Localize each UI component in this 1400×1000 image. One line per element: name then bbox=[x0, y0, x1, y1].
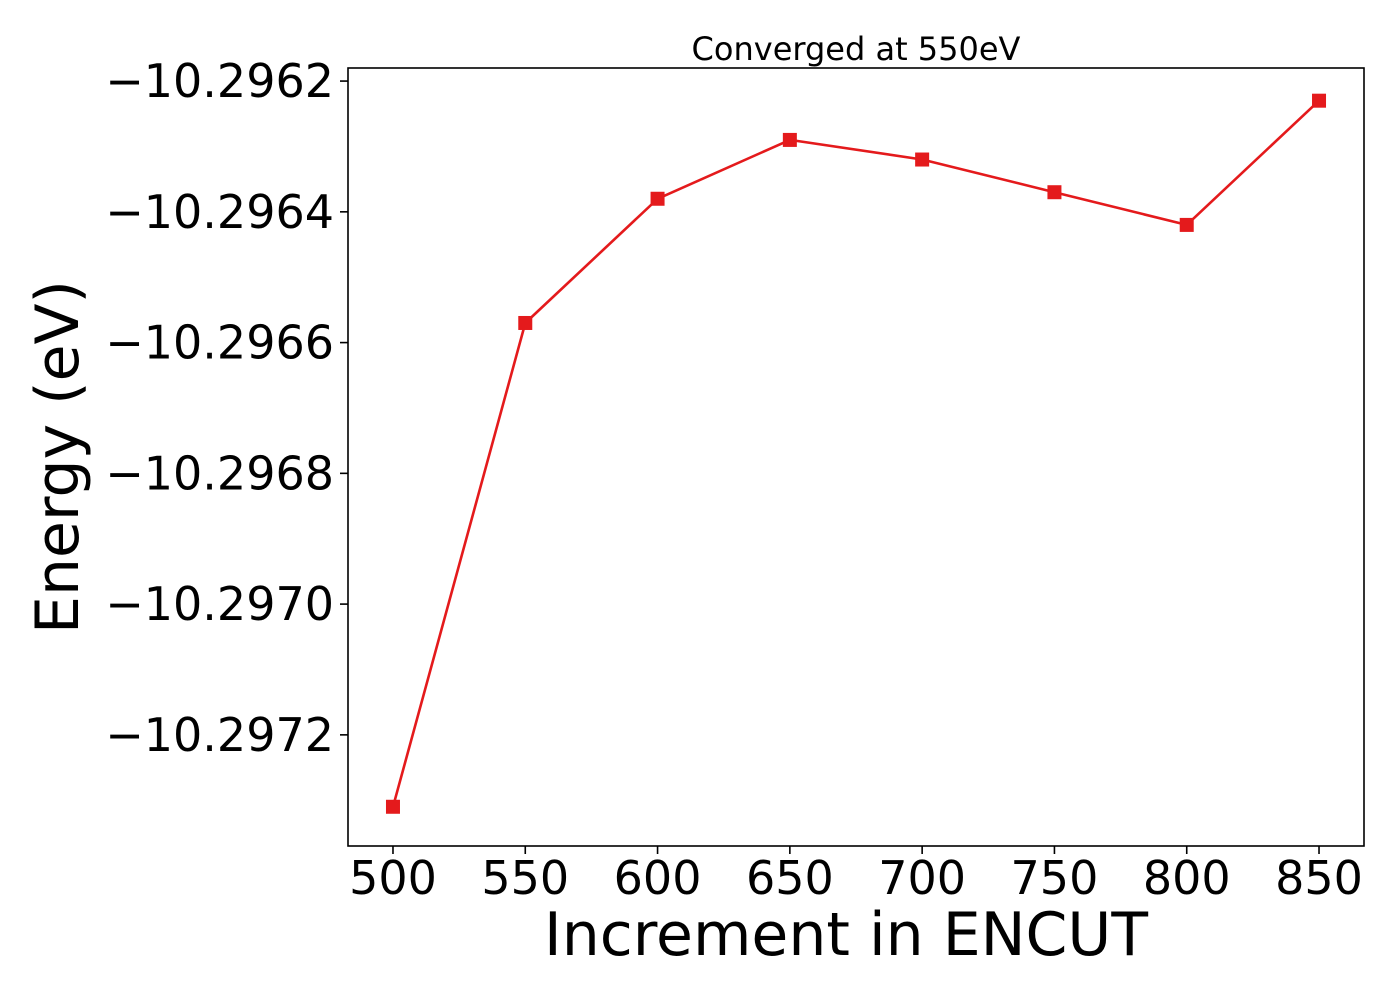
data-point-marker bbox=[518, 315, 533, 330]
x-axis-label: Increment in ENCUT bbox=[544, 900, 1148, 970]
data-point-marker bbox=[782, 132, 797, 147]
series-layer bbox=[385, 93, 1327, 814]
y-tick-label: −10.2972 bbox=[105, 708, 334, 762]
x-tick-label: 600 bbox=[614, 851, 702, 905]
x-tick-label: 500 bbox=[349, 851, 437, 905]
y-tick-label: −10.2968 bbox=[105, 446, 334, 500]
chart-title: Converged at 550eV bbox=[692, 30, 1021, 68]
data-point-marker bbox=[385, 799, 400, 814]
data-point-marker bbox=[1047, 185, 1062, 200]
y-axis-label: Energy (eV) bbox=[23, 280, 93, 634]
y-tick-label: −10.2966 bbox=[105, 316, 334, 370]
x-tick-label: 850 bbox=[1275, 851, 1363, 905]
data-point-marker bbox=[1179, 217, 1194, 232]
x-tick-label: 650 bbox=[746, 851, 834, 905]
y-tick-label: −10.2970 bbox=[105, 577, 334, 631]
data-point-marker bbox=[1312, 93, 1327, 108]
y-axis: −10.2962 −10.2964 −10.2966 −10.2968 −10.2970… bbox=[105, 54, 348, 762]
series-line bbox=[391, 99, 1320, 808]
plot-frame bbox=[347, 67, 1365, 847]
x-axis: 500 550 600 650 700 750 800 850 bbox=[349, 846, 1363, 905]
x-tick-label: 700 bbox=[878, 851, 966, 905]
x-tick-label: 800 bbox=[1143, 851, 1231, 905]
data-point-marker bbox=[915, 152, 930, 167]
x-tick-label: 550 bbox=[481, 851, 569, 905]
y-tick-label: −10.2962 bbox=[105, 54, 334, 108]
y-tick-label: −10.2964 bbox=[105, 185, 334, 239]
x-tick-label: 750 bbox=[1011, 851, 1099, 905]
data-point-marker bbox=[650, 191, 665, 206]
